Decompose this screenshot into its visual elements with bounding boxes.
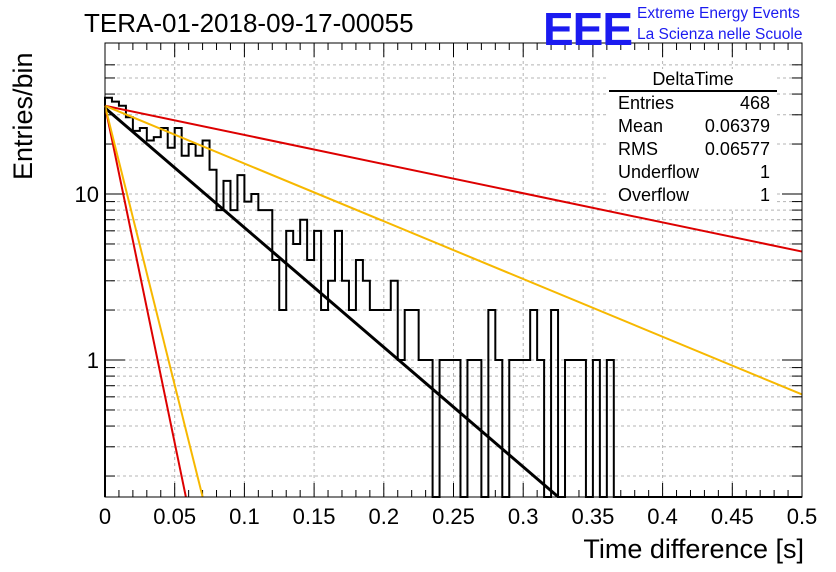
stats-title: DeltaTime	[652, 69, 734, 89]
stats-value: 1	[759, 185, 770, 205]
org-line-2: La Scienza nelle Scuole	[637, 26, 803, 43]
org-line-1: Extreme Energy Events	[637, 5, 800, 22]
x-tick-label: 0.45	[711, 504, 754, 529]
x-tick-label: 0.2	[369, 504, 400, 529]
grid-layer	[105, 43, 802, 497]
stats-row-overflow: Overflow 1	[618, 185, 770, 208]
stats-row-entries: Entries 468	[618, 93, 770, 116]
stats-value: 1	[759, 162, 770, 182]
stats-box: DeltaTime Entries 468 Mean 0.06379 RMS 0…	[609, 69, 777, 209]
fit-curve	[104, 106, 560, 498]
bound-curve-3	[104, 105, 187, 497]
plot-frame	[104, 42, 803, 498]
x-tick-label: 0.05	[153, 504, 196, 529]
x-tick-label: 0.3	[508, 504, 539, 529]
stats-label: Underflow	[618, 162, 700, 182]
x-tick-label: 0.15	[293, 504, 336, 529]
eee-logo: EEE	[543, 3, 633, 55]
x-axis-label: Time difference [s]	[583, 534, 804, 564]
stats-value: 468	[739, 93, 770, 113]
x-tick-label: 0.4	[647, 504, 678, 529]
y-tick-label: 1	[87, 348, 99, 373]
stats-label: Mean	[618, 116, 664, 136]
stats-row-mean: Mean 0.06379	[618, 116, 770, 139]
stats-value: 0.06577	[704, 139, 770, 159]
x-tick-label: 0.35	[571, 504, 614, 529]
stats-divider	[609, 90, 777, 92]
stats-label: Overflow	[618, 185, 690, 205]
y-tick-label: 10	[75, 182, 99, 207]
bound-curve-4	[104, 105, 204, 498]
y-axis-label: Entries/bin	[8, 52, 38, 180]
x-tick-label: 0.25	[432, 504, 475, 529]
stats-value: 0.06379	[704, 116, 770, 136]
labels-layer: 0 0.05 0.1 0.15 0.2 0.25 0.3 0.35 0.4 0.45 0.5 1 10	[75, 182, 818, 529]
stats-label: RMS	[618, 139, 658, 159]
bound-curve-2	[104, 104, 803, 396]
stats-row-rms: RMS 0.06577	[618, 139, 770, 162]
run-title: TERA-01-2018-09-17-00055	[84, 8, 414, 38]
stats-row-underflow: Underflow 1	[618, 162, 770, 185]
organization-name: Extreme Energy Events La Scienza nelle S…	[637, 3, 802, 45]
x-tick-label: 0.1	[229, 504, 260, 529]
x-tick-label: 0.5	[787, 504, 818, 529]
bound-curve-1	[104, 104, 803, 253]
x-tick-label: 0	[99, 504, 111, 529]
stats-label: Entries	[618, 93, 675, 113]
